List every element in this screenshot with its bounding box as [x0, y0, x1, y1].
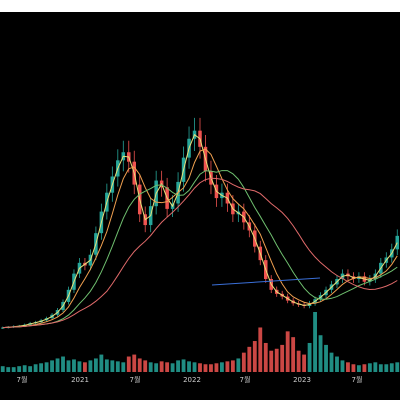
volume-bar	[346, 362, 350, 372]
volume-bars	[0, 312, 400, 372]
volume-bar	[395, 362, 400, 372]
volume-bar	[247, 346, 252, 372]
volume-bar	[263, 342, 268, 372]
chart-top-border	[0, 0, 400, 12]
volume-bar	[329, 352, 334, 372]
volume-bar	[61, 356, 65, 372]
volume-bar	[198, 363, 202, 372]
volume-bar	[296, 350, 301, 372]
moving-average-line-5	[2, 133, 398, 329]
volume-bar	[252, 341, 257, 372]
volume-bar	[389, 363, 394, 372]
volume-bar	[187, 361, 191, 372]
volume-bar	[280, 344, 285, 372]
volume-bar	[269, 350, 274, 372]
x-tick-label: 2021	[71, 376, 89, 384]
x-tick-label: 7월	[352, 375, 363, 384]
volume-bar	[33, 364, 38, 372]
volume-bar	[230, 360, 235, 372]
volume-bar	[154, 363, 159, 372]
volume-bar	[302, 354, 307, 372]
volume-bar	[137, 358, 142, 372]
candle-body	[0, 327, 5, 329]
volume-bar	[126, 356, 131, 372]
volume-bar	[77, 361, 82, 372]
volume-bar	[93, 358, 98, 372]
volume-bar	[351, 364, 356, 372]
volume-bar	[203, 364, 208, 372]
volume-bar	[55, 358, 60, 372]
volume-bar	[11, 367, 16, 372]
volume-bar	[362, 364, 367, 372]
volume-bar	[6, 367, 11, 372]
moving-average-line-60	[2, 170, 398, 329]
x-tick-label: 7월	[240, 375, 251, 384]
volume-bar	[176, 360, 180, 372]
moving-average-line-120	[2, 177, 398, 329]
volume-bar	[28, 366, 33, 372]
volume-bar	[22, 365, 27, 372]
volume-bar	[356, 365, 361, 372]
volume-bar	[225, 361, 230, 372]
volume-bar	[340, 360, 345, 372]
volume-bar	[313, 312, 317, 372]
volume-bar	[258, 327, 263, 372]
volume-bar	[318, 335, 323, 372]
volume-bar	[44, 362, 49, 372]
volume-bar	[274, 348, 279, 372]
trendline	[211, 277, 321, 286]
moving-average-line-20	[2, 148, 398, 329]
x-axis-ticks: 7월 2021 7월 2022 7월 2023 7월	[17, 375, 363, 384]
volume-bar	[17, 366, 22, 372]
volume-bar	[335, 356, 339, 372]
volume-bar	[209, 364, 213, 372]
volume-bar	[220, 362, 224, 372]
volume-bar	[83, 362, 87, 372]
volume-bar	[0, 366, 5, 372]
volume-bar	[50, 360, 54, 372]
volume-bar	[115, 361, 120, 372]
trendline-layer	[211, 277, 321, 286]
volume-bar	[110, 360, 115, 372]
x-tick-label: 7월	[17, 375, 28, 384]
volume-bar	[88, 360, 93, 372]
volume-bar	[373, 362, 378, 372]
volume-bar	[143, 360, 148, 372]
volume-bar	[241, 352, 246, 372]
volume-bar	[367, 363, 372, 372]
moving-average-lines	[2, 133, 398, 329]
x-tick-label: 7월	[130, 375, 141, 384]
volume-bar	[159, 361, 164, 372]
volume-bar	[324, 344, 328, 372]
volume-bar	[72, 359, 76, 372]
x-tick-label: 2022	[183, 376, 201, 384]
volume-bar	[132, 354, 137, 372]
volume-bar	[148, 362, 153, 372]
volume-bar	[170, 363, 175, 372]
volume-bar	[39, 363, 44, 372]
volume-bar	[104, 359, 109, 372]
volume-bar	[192, 362, 197, 372]
volume-bar	[384, 364, 389, 372]
volume-bar	[181, 359, 186, 372]
volume-bar	[214, 363, 219, 372]
volume-bar	[307, 342, 312, 372]
volume-bar	[285, 331, 290, 372]
volume-bar	[378, 364, 383, 372]
x-tick-label: 2023	[293, 376, 311, 384]
volume-bar	[121, 362, 126, 372]
candles	[0, 117, 400, 329]
volume-bar	[99, 354, 104, 372]
volume-bar	[291, 337, 296, 372]
volume-bar	[66, 360, 71, 372]
volume-bar	[236, 358, 241, 372]
volume-bar	[165, 362, 170, 372]
